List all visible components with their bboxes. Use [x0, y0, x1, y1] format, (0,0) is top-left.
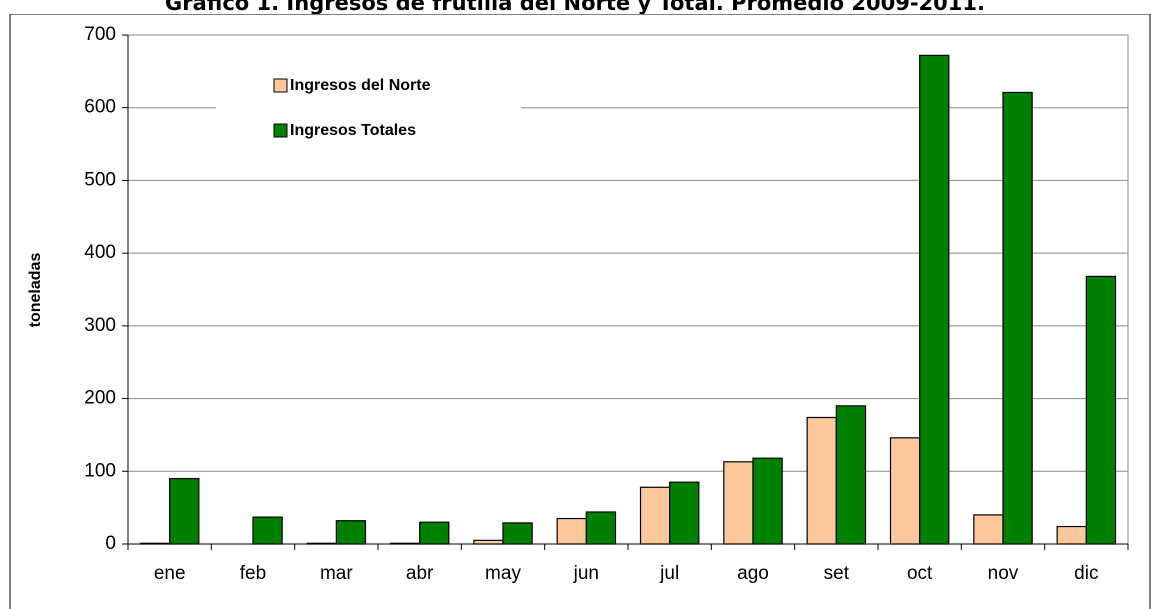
bar	[723, 461, 754, 545]
legend-swatch	[273, 123, 288, 138]
bar	[389, 542, 421, 545]
y-tick-label: 300	[84, 315, 116, 336]
bar	[252, 516, 283, 545]
bar	[919, 54, 950, 545]
bar	[139, 542, 171, 545]
bar	[585, 511, 617, 545]
legend-box	[216, 70, 521, 162]
bar	[1002, 91, 1033, 545]
bar	[1085, 275, 1117, 545]
bar	[335, 520, 367, 545]
bar	[502, 522, 533, 545]
y-tick-label: 700	[84, 24, 116, 45]
y-tick-label: 0	[105, 533, 116, 554]
legend-label: Ingresos Totales	[290, 122, 416, 139]
x-tick-label: oct	[907, 563, 933, 584]
bar	[1056, 525, 1087, 545]
bar	[306, 542, 337, 545]
x-tick-label: ago	[737, 563, 769, 584]
x-tick-label: abr	[406, 563, 434, 584]
title-band	[0, 0, 1151, 14]
x-tick-label: mar	[320, 563, 353, 584]
x-tick-label: dic	[1074, 563, 1098, 584]
x-tick-label: may	[485, 563, 521, 584]
legend-label: Ingresos del Norte	[290, 77, 431, 94]
x-tick-label: feb	[240, 563, 266, 584]
bar	[419, 521, 450, 545]
bar	[973, 514, 1004, 545]
y-tick-label: 500	[84, 169, 116, 190]
bar	[669, 481, 700, 545]
x-tick-label: set	[824, 563, 850, 584]
bar	[806, 416, 837, 545]
y-tick-label: 600	[84, 97, 116, 118]
bar	[169, 477, 200, 545]
bar	[639, 486, 671, 545]
bar	[473, 539, 504, 545]
legend-swatch	[273, 78, 288, 93]
y-tick-label: 200	[84, 388, 116, 409]
x-tick-label: jul	[659, 563, 679, 584]
chart-title: Gráfico 1. Ingresos de frutilla del Nort…	[165, 0, 985, 15]
bar	[889, 437, 921, 545]
bar	[556, 517, 587, 545]
bar	[835, 405, 867, 545]
y-axis-label: toneladas	[27, 253, 44, 328]
y-tick-label: 100	[84, 460, 116, 481]
bar	[752, 457, 783, 545]
x-tick-label: nov	[988, 563, 1019, 584]
y-tick-label: 400	[84, 242, 116, 263]
chart-frame	[9, 13, 1151, 609]
x-tick-label: jun	[573, 563, 599, 584]
x-tick-label: ene	[154, 563, 186, 584]
